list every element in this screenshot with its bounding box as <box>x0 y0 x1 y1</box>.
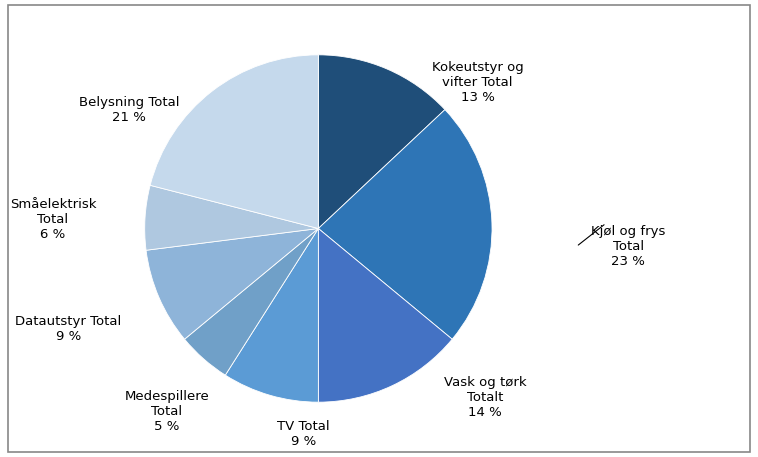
Wedge shape <box>225 228 318 402</box>
Wedge shape <box>145 185 318 250</box>
Wedge shape <box>318 110 492 339</box>
Text: Datautstyr Total
9 %: Datautstyr Total 9 % <box>15 315 121 343</box>
Text: Kjøl og frys
Total
23 %: Kjøl og frys Total 23 % <box>591 225 666 268</box>
Wedge shape <box>184 228 318 375</box>
Text: Småelektrisk
Total
6 %: Småelektrisk Total 6 % <box>10 198 96 241</box>
Wedge shape <box>318 55 445 228</box>
Wedge shape <box>146 228 318 339</box>
Text: Medespillere
Total
5 %: Medespillere Total 5 % <box>124 390 209 433</box>
Text: Belysning Total
21 %: Belysning Total 21 % <box>79 96 179 124</box>
Text: TV Total
9 %: TV Total 9 % <box>277 420 330 448</box>
Wedge shape <box>318 228 453 402</box>
Wedge shape <box>150 55 318 228</box>
Text: Kokeutstyr og
vifter Total
13 %: Kokeutstyr og vifter Total 13 % <box>431 61 524 104</box>
Text: Vask og tørk
Totalt
14 %: Vask og tørk Totalt 14 % <box>443 376 527 419</box>
